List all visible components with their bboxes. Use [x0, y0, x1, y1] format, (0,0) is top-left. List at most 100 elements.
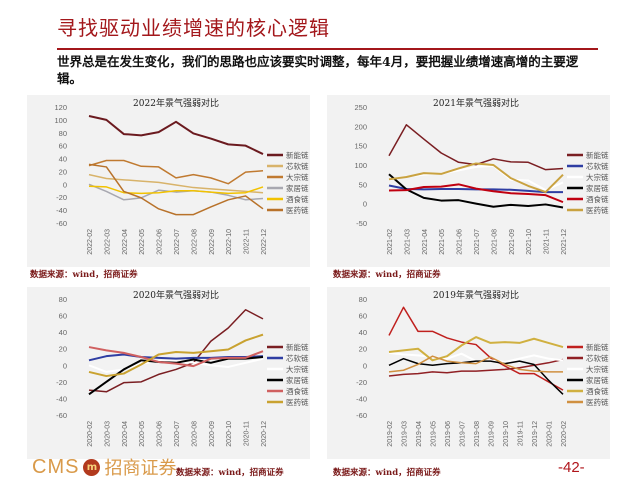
y-tick-label: 20 — [59, 345, 67, 354]
x-tick-label: 2022-11 — [244, 229, 251, 254]
chart-2022: 2022年景气强弱对比 -60 -40 -20 0 20 40 60 80 100 120 2022-… — [27, 95, 310, 267]
y-tick-label: -40 — [56, 394, 67, 403]
x-tick-label: 2022-08 — [191, 229, 198, 255]
x-tick-label: 2020-05 — [139, 421, 146, 447]
page-title: 寻找驱动业绩增速的核心逻辑 — [57, 16, 330, 40]
series-line-家居链 — [388, 173, 564, 209]
x-tick-label: 2019-11 — [518, 421, 525, 446]
y-tick-label: 120 — [54, 103, 67, 112]
y-tick-label: 60 — [59, 312, 67, 321]
x-tick-label: 2020-11 — [244, 421, 251, 446]
legend-label: 新能链 — [586, 342, 609, 352]
chart-2022-svg: 2022年景气强弱对比 -60 -40 -20 0 20 40 60 80 100 120 2022-… — [54, 97, 309, 255]
x-tick-label: 2021-02 — [387, 229, 394, 255]
y-tick-label: 100 — [54, 116, 67, 125]
title-divider — [57, 48, 598, 50]
y-tick-label: 0 — [63, 361, 67, 370]
legend-label: 大宗链 — [286, 364, 309, 374]
chart-title: 2020年景气强弱对比 — [133, 289, 219, 301]
legend-label: 酒食链 — [586, 194, 609, 204]
x-tick-label: 2020-09 — [209, 421, 216, 447]
x-tick-label: 2020-03 — [104, 421, 111, 447]
page-number: -42- — [558, 459, 585, 476]
legend-label: 芯软链 — [586, 161, 609, 171]
y-tick-label: -40 — [56, 206, 67, 215]
chart-2021-svg: 2021年景气强弱对比 -50 0 50 100 150 200 250 2021-02 2021… — [354, 97, 609, 255]
series-line-酒食链 — [388, 336, 564, 362]
x-tick-label: 2019-09 — [489, 421, 496, 447]
x-tick-label: 2020-12 — [261, 421, 268, 447]
x-tick-label: 2020-02 — [87, 421, 94, 447]
y-tick-label: 20 — [359, 345, 367, 354]
y-tick-label: 40 — [59, 155, 67, 164]
legend-label: 家居链 — [286, 183, 309, 193]
y-tick-label: 60 — [59, 142, 67, 151]
x-tick-label: 2022-10 — [226, 229, 233, 255]
x-tick-label: 2022-06 — [157, 229, 164, 255]
legend-label: 芯软链 — [586, 353, 609, 363]
x-tick-label: 2022-09 — [209, 229, 216, 255]
chart-2021-source: 数据来源：wind，招商证券 — [333, 270, 441, 280]
x-tick-label: 2021-04 — [422, 229, 429, 255]
x-tick-label: 2019-10 — [503, 421, 510, 447]
y-tick-label: 80 — [359, 295, 367, 304]
logo-text: CMS — [32, 455, 80, 478]
legend-label: 新能链 — [286, 342, 309, 352]
x-tick-label: 2022-12 — [261, 229, 268, 255]
chart-title: 2022年景气强弱对比 — [133, 97, 219, 109]
legend-label: 酒食链 — [586, 386, 609, 396]
legend-label: 大宗链 — [286, 172, 309, 182]
y-tick-label: 20 — [59, 167, 67, 176]
x-tick-label: 2020-07 — [174, 421, 181, 447]
cms-logo: CMS m 招商证券 — [32, 455, 177, 480]
legend-label: 芯软链 — [286, 353, 309, 363]
x-tick-label: 2020-08 — [191, 421, 198, 447]
y-tick-label: -20 — [56, 378, 67, 387]
series-line-大宗链 — [388, 164, 564, 192]
x-tick-label: 2019-05 — [431, 421, 438, 447]
y-tick-label: -20 — [56, 193, 67, 202]
y-tick-label: 40 — [59, 328, 67, 337]
x-tick-label: 2021-06 — [457, 229, 464, 255]
y-tick-label: 200 — [354, 122, 367, 131]
legend-label: 家居链 — [586, 375, 609, 385]
series-line-医药链 — [88, 163, 264, 216]
chart-2019-svg: 2019年景气强弱对比 -60 -40 -20 0 20 40 60 80 2019-02 2019… — [356, 289, 609, 447]
legend-label: 医药链 — [286, 397, 309, 407]
chart-2020-svg: 2020年景气强弱对比 -60 -40 -20 0 20 40 60 80 2020-02 2020… — [56, 289, 309, 447]
y-tick-label: 250 — [354, 103, 367, 112]
y-tick-label: 100 — [354, 161, 367, 170]
series-line-大宗链 — [88, 357, 264, 373]
intro-paragraph: 世界总是在发生变化，我们的思路也应该要实时调整，每年4月，要把握业绩增速高增的主… — [57, 54, 579, 86]
x-tick-label: 2019-04 — [416, 421, 423, 447]
legend-label: 家居链 — [286, 375, 309, 385]
series-line-新能链 — [388, 124, 564, 171]
chart-2020: 2020年景气强弱对比 -60 -40 -20 0 20 40 60 80 2020-02 2020… — [27, 287, 310, 459]
chart-2020-source: 数据来源：wind，招商证券 — [176, 468, 284, 478]
y-tick-label: 80 — [59, 295, 67, 304]
x-tick-label: 2021-03 — [404, 229, 411, 255]
series-line-医药链 — [88, 333, 264, 378]
series-line-新能链 — [88, 115, 264, 155]
series-line-酒食链 — [88, 346, 264, 368]
x-tick-label: 2020-06 — [157, 421, 164, 447]
legend-label: 新能链 — [586, 150, 609, 160]
y-tick-label: 80 — [59, 129, 67, 138]
series-line-芯软链 — [88, 173, 264, 194]
y-tick-label: -60 — [56, 219, 67, 228]
x-tick-label: 2021-07 — [474, 229, 481, 255]
series-line-新能链 — [388, 306, 564, 391]
chart-2019: 2019年景气强弱对比 -60 -40 -20 0 20 40 60 80 2019-02 2019… — [327, 287, 610, 459]
y-tick-label: 40 — [359, 328, 367, 337]
series-line-医药链 — [388, 162, 564, 194]
y-tick-label: -20 — [356, 378, 367, 387]
y-tick-label: -40 — [356, 394, 367, 403]
x-tick-label: 2021-11 — [544, 229, 551, 254]
y-tick-label: -50 — [356, 219, 367, 228]
series-line-酒食链 — [88, 185, 264, 195]
logo-cn: 招商证券 — [104, 458, 177, 479]
x-tick-label: 2019-03 — [402, 421, 409, 447]
x-tick-label: 2019-12 — [532, 421, 539, 447]
x-tick-label: 2019-07 — [460, 421, 467, 447]
legend-label: 医药链 — [286, 205, 309, 215]
